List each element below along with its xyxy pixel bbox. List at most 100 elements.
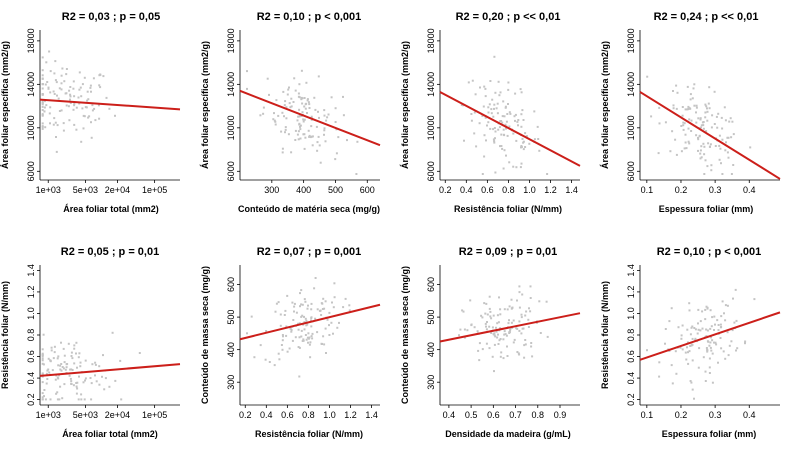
x-tick-label: 5e+03 — [73, 410, 98, 420]
scatter-point — [693, 104, 696, 107]
scatter-point — [706, 119, 709, 122]
scatter-point — [478, 342, 481, 345]
scatter-point — [328, 324, 330, 327]
scatter-point — [483, 85, 486, 88]
scatter-point — [514, 92, 517, 95]
scatter-point — [723, 312, 725, 315]
scatter-point — [695, 106, 698, 109]
y-tick-label: 0.8 — [626, 329, 636, 342]
scatter-point — [78, 352, 81, 355]
scatter-point — [48, 50, 51, 53]
scatter-point — [512, 319, 515, 322]
scatter-point — [324, 300, 327, 303]
scatter-point — [57, 97, 60, 100]
scatter-point — [527, 318, 530, 321]
scatter-point — [83, 115, 86, 118]
scatter-point — [300, 98, 303, 101]
y-axis-label: Conteúdo de massa seca (mg/g) — [400, 266, 410, 404]
scatter-point — [706, 165, 709, 168]
panel-title: R2 = 0,07 ; p = 0,001 — [257, 246, 362, 258]
y-axis-label: Conteúdo de massa seca (mg/g) — [200, 266, 210, 404]
scatter-point — [489, 80, 492, 82]
scatter-point — [272, 118, 275, 121]
scatter-point — [722, 350, 725, 353]
point-cloud — [646, 75, 752, 175]
scatter-point — [314, 317, 317, 320]
scatter-point — [482, 105, 485, 108]
scatter-point — [726, 304, 729, 307]
x-tick-label: 1.0 — [523, 185, 536, 195]
scatter-point — [706, 329, 709, 332]
scatter-point — [321, 308, 324, 310]
scatter-point — [485, 139, 487, 142]
scatter-point — [101, 375, 103, 378]
scatter-point — [506, 345, 508, 348]
scatter-point — [706, 306, 709, 309]
scatter-point — [69, 102, 72, 104]
scatter-point — [305, 81, 308, 84]
scatter-point — [62, 347, 65, 350]
scatter-point — [477, 349, 480, 352]
scatter-point — [694, 328, 697, 331]
scatter-point — [720, 347, 723, 350]
scatter-point — [299, 128, 302, 131]
scatter-point — [310, 125, 313, 128]
x-tick-label: 0.3 — [709, 185, 722, 195]
scatter-point — [522, 119, 525, 121]
scatter-point — [71, 369, 74, 371]
scatter-point — [492, 128, 495, 131]
scatter-point — [699, 117, 702, 120]
scatter-point — [333, 282, 336, 285]
scatter-point — [524, 132, 527, 135]
scatter-point — [324, 140, 327, 143]
scatter-point — [495, 326, 497, 329]
scatter-point — [533, 110, 536, 113]
scatter-point — [52, 90, 55, 93]
scatter-point — [508, 305, 511, 308]
scatter-point — [298, 108, 301, 111]
scatter-point — [72, 384, 75, 387]
scatter-point — [50, 349, 53, 352]
scatter-point — [49, 359, 52, 362]
scatter-point — [310, 115, 313, 118]
scatter-point — [53, 351, 56, 354]
scatter-point — [680, 125, 683, 127]
scatter-point — [65, 73, 68, 76]
scatter-point — [69, 93, 72, 96]
scatter-point — [718, 158, 721, 161]
x-tick-label: 500 — [328, 185, 343, 195]
scatter-point — [62, 367, 65, 370]
scatter-point — [327, 113, 330, 116]
scatter-point — [323, 129, 326, 132]
scatter-point — [64, 92, 67, 95]
scatter-point — [493, 332, 496, 335]
scatter-point — [41, 87, 44, 90]
scatter-point — [486, 313, 489, 316]
scatter-point — [520, 113, 523, 116]
scatter-point — [736, 347, 739, 350]
scatter-point — [505, 334, 508, 337]
scatter-point — [459, 328, 462, 331]
scatter-point — [41, 102, 44, 105]
scatter-point — [478, 359, 481, 362]
panel-title: R2 = 0,10 ; p < 0,001 — [257, 11, 362, 23]
scatter-point — [310, 335, 313, 338]
scatter-point — [91, 104, 94, 107]
x-axis-label: Área foliar total (mm2) — [63, 204, 159, 214]
scatter-point — [483, 302, 486, 305]
scatter-point — [273, 112, 275, 115]
scatter-point — [65, 366, 68, 369]
scatter-point — [73, 102, 76, 105]
scatter-point — [44, 398, 47, 401]
scatter-point — [78, 102, 81, 105]
scatter-point — [517, 352, 520, 355]
scatter-point — [519, 166, 522, 169]
scatter-point — [715, 343, 718, 346]
scatter-point — [277, 352, 280, 355]
y-tick-label: 10000 — [426, 115, 436, 140]
scatter-point — [709, 143, 712, 146]
scatter-point — [61, 397, 64, 400]
scatter-point — [282, 335, 284, 338]
scatter-point — [86, 90, 89, 93]
x-tick-label: 400 — [296, 185, 311, 195]
